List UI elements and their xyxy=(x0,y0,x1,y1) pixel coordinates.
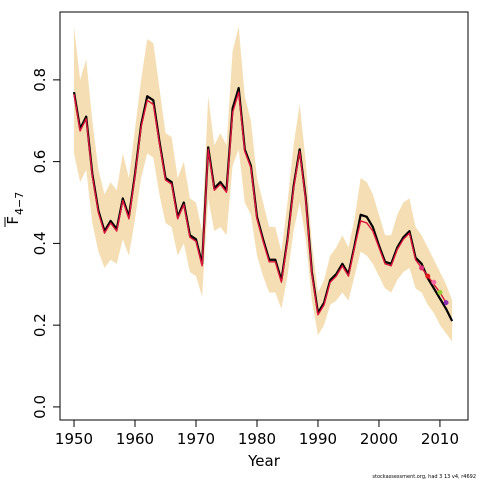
y-axis-title-main: F xyxy=(4,216,22,225)
plot-box xyxy=(59,11,469,421)
retro-endpoint xyxy=(437,289,443,295)
x-tick-label: 1960 xyxy=(116,430,154,448)
retro-line xyxy=(73,91,447,316)
confidence-band xyxy=(74,26,453,342)
y-tick-label: 0.4 xyxy=(31,231,49,255)
footnote: stockassessment.org, had 3 13 v4, r4692 xyxy=(372,474,476,480)
y-tick-label: 0.2 xyxy=(31,313,49,337)
x-tick-label: 2010 xyxy=(421,430,459,448)
retro-endpoint xyxy=(431,279,437,285)
x-tick-label: 1970 xyxy=(177,430,215,448)
y-tick-label: 0.0 xyxy=(31,395,49,419)
x-tick-label: 1980 xyxy=(238,430,276,448)
x-tick-label: 1950 xyxy=(55,430,93,448)
retro-endpoint xyxy=(419,265,425,271)
y-axis-title-sub: 4−7 xyxy=(13,192,26,215)
y-tick-label: 0.6 xyxy=(31,150,49,174)
y-axis-title: F 4−7 xyxy=(4,192,26,227)
retro-endpoint xyxy=(425,273,431,279)
y-tick-label: 0.8 xyxy=(31,68,49,92)
x-axis-title: Year xyxy=(247,452,281,470)
x-tick-label: 1990 xyxy=(299,430,337,448)
x-tick-label: 2000 xyxy=(360,430,398,448)
retro-endpoint xyxy=(443,300,449,306)
